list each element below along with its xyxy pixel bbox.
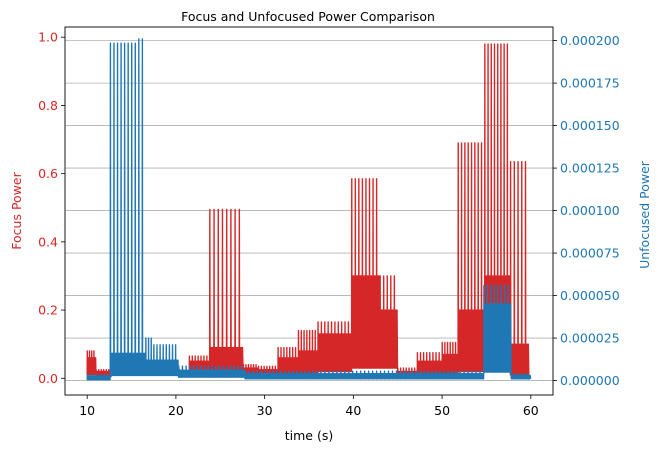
left-tick-label: 0.0 [38,371,58,386]
right-tick-label: 0.000025 [560,331,620,346]
left-tick-label: 0.8 [38,98,58,113]
plot-frame [64,26,554,396]
right-tick-label: 0.000200 [560,33,620,48]
x-tick-label: 20 [168,403,184,418]
x-tick-label: 50 [434,403,450,418]
right-tick-label: 0.000050 [560,288,620,303]
right-tick-label: 0.000175 [560,76,620,91]
unfocused-power-line [86,38,532,381]
unfocused-power-series [86,38,532,381]
right-axis-label: Unfocused Power [637,160,652,269]
left-tick-label: 0.6 [38,166,58,181]
left-tick-label: 1.0 [38,30,58,45]
x-tick-label: 60 [523,403,539,418]
x-tick-label: 40 [345,403,361,418]
left-axis-label: Focus Power [9,171,24,249]
chart-title: Focus and Unfocused Power Comparison [181,9,435,24]
right-tick-label: 0.000075 [560,246,620,261]
right-tick-label: 0.000150 [560,118,620,133]
left-y-axis: 0.0 0.2 0.4 0.6 0.8 1.0 [38,30,65,386]
right-tick-label: 0.000100 [560,203,620,218]
x-tick-label: 10 [79,403,95,418]
left-tick-label: 0.2 [38,303,58,318]
right-y-axis: 0.000000 0.000025 0.000050 0.000075 0.000100… [553,33,620,388]
right-tick-label: 0.000125 [560,161,620,176]
x-axis-label: time (s) [285,428,333,443]
x-axis: 10 20 30 40 50 60 [79,395,539,418]
right-tick-label: 0.000000 [560,373,620,388]
x-tick-label: 30 [257,403,273,418]
left-tick-label: 0.4 [38,234,58,249]
